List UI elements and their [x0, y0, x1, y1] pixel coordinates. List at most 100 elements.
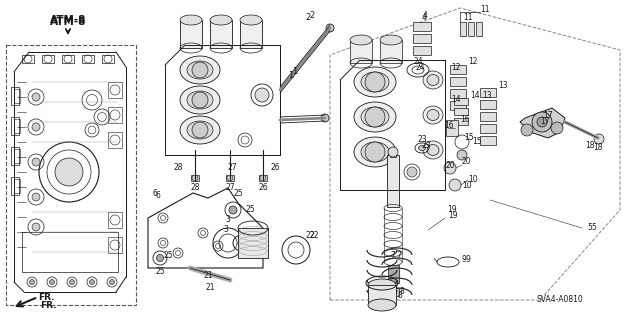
Text: 15: 15 — [464, 133, 474, 143]
Ellipse shape — [180, 56, 220, 84]
Bar — [454, 108, 468, 115]
Circle shape — [321, 114, 329, 122]
Ellipse shape — [361, 72, 389, 92]
Bar — [480, 112, 496, 121]
Bar — [454, 98, 468, 105]
Circle shape — [157, 255, 163, 262]
Text: 8: 8 — [398, 291, 403, 300]
Circle shape — [521, 124, 533, 136]
Bar — [450, 101, 466, 110]
Bar — [240, 20, 262, 48]
Bar — [238, 228, 268, 258]
Bar — [413, 46, 431, 55]
Bar — [14, 89, 20, 103]
Ellipse shape — [350, 35, 372, 45]
Text: 26: 26 — [258, 182, 268, 191]
Circle shape — [537, 117, 547, 127]
Bar — [368, 285, 396, 305]
Circle shape — [326, 24, 334, 32]
Text: 7: 7 — [396, 250, 401, 259]
Bar — [413, 22, 431, 31]
Circle shape — [32, 223, 40, 231]
Bar — [22, 55, 34, 63]
Circle shape — [365, 107, 385, 127]
Text: 16: 16 — [444, 121, 454, 130]
Text: 12: 12 — [451, 63, 461, 72]
Circle shape — [407, 167, 417, 177]
Circle shape — [449, 179, 461, 191]
Bar — [11, 87, 19, 105]
Ellipse shape — [354, 102, 396, 132]
Bar — [480, 88, 496, 97]
Circle shape — [532, 112, 552, 132]
Ellipse shape — [423, 141, 443, 159]
Text: 21: 21 — [205, 284, 215, 293]
Circle shape — [444, 162, 456, 174]
Text: 5: 5 — [588, 224, 593, 233]
Ellipse shape — [361, 142, 389, 162]
Bar — [62, 55, 74, 63]
Circle shape — [49, 279, 54, 285]
Ellipse shape — [380, 35, 402, 45]
Bar — [450, 65, 466, 74]
Text: 21: 21 — [204, 271, 212, 279]
Ellipse shape — [419, 145, 426, 151]
Bar — [210, 20, 232, 48]
Text: FR.: FR. — [40, 300, 56, 309]
Circle shape — [32, 123, 40, 131]
Circle shape — [90, 279, 95, 285]
Text: 24: 24 — [415, 63, 425, 72]
Text: 20: 20 — [462, 158, 472, 167]
Text: 25: 25 — [155, 266, 165, 276]
Text: 27: 27 — [227, 164, 237, 173]
Bar — [259, 175, 267, 181]
Bar — [480, 124, 496, 133]
Ellipse shape — [187, 121, 213, 139]
Bar — [14, 149, 20, 163]
Ellipse shape — [180, 116, 220, 144]
Bar — [14, 119, 20, 133]
Bar — [6, 45, 136, 305]
Ellipse shape — [368, 279, 396, 291]
Bar — [102, 55, 114, 63]
Text: 25: 25 — [245, 205, 255, 214]
Bar — [14, 179, 20, 193]
Text: 10: 10 — [462, 181, 472, 189]
Text: 11: 11 — [463, 13, 473, 23]
Ellipse shape — [187, 61, 213, 79]
Text: 17: 17 — [543, 110, 553, 120]
Bar — [450, 77, 466, 86]
Text: 7: 7 — [390, 251, 395, 261]
Ellipse shape — [427, 145, 439, 155]
Circle shape — [365, 142, 385, 162]
Circle shape — [551, 122, 563, 134]
Bar — [380, 40, 402, 63]
Text: 14: 14 — [470, 92, 479, 100]
Text: 23: 23 — [417, 136, 427, 145]
Text: 3: 3 — [223, 226, 228, 234]
Bar — [388, 288, 399, 296]
Text: SVA4-A0810: SVA4-A0810 — [536, 295, 584, 305]
Text: ATM-8: ATM-8 — [50, 17, 86, 27]
Text: 24: 24 — [413, 57, 423, 66]
Text: 23: 23 — [421, 140, 431, 150]
Circle shape — [227, 175, 233, 181]
Text: 9: 9 — [465, 256, 470, 264]
Ellipse shape — [240, 15, 262, 25]
Ellipse shape — [427, 75, 439, 85]
Text: 19: 19 — [447, 205, 456, 214]
Bar — [350, 40, 372, 63]
Text: ATM-8: ATM-8 — [50, 15, 86, 25]
Text: 9: 9 — [462, 256, 467, 264]
Ellipse shape — [361, 107, 389, 127]
Text: 13: 13 — [482, 91, 492, 100]
Bar — [108, 107, 122, 123]
Circle shape — [32, 193, 40, 201]
Circle shape — [192, 175, 198, 181]
Circle shape — [55, 158, 83, 186]
Text: 26: 26 — [270, 164, 280, 173]
Text: 14: 14 — [451, 95, 461, 105]
Bar — [11, 177, 19, 195]
Ellipse shape — [354, 137, 396, 167]
Bar — [108, 132, 122, 148]
